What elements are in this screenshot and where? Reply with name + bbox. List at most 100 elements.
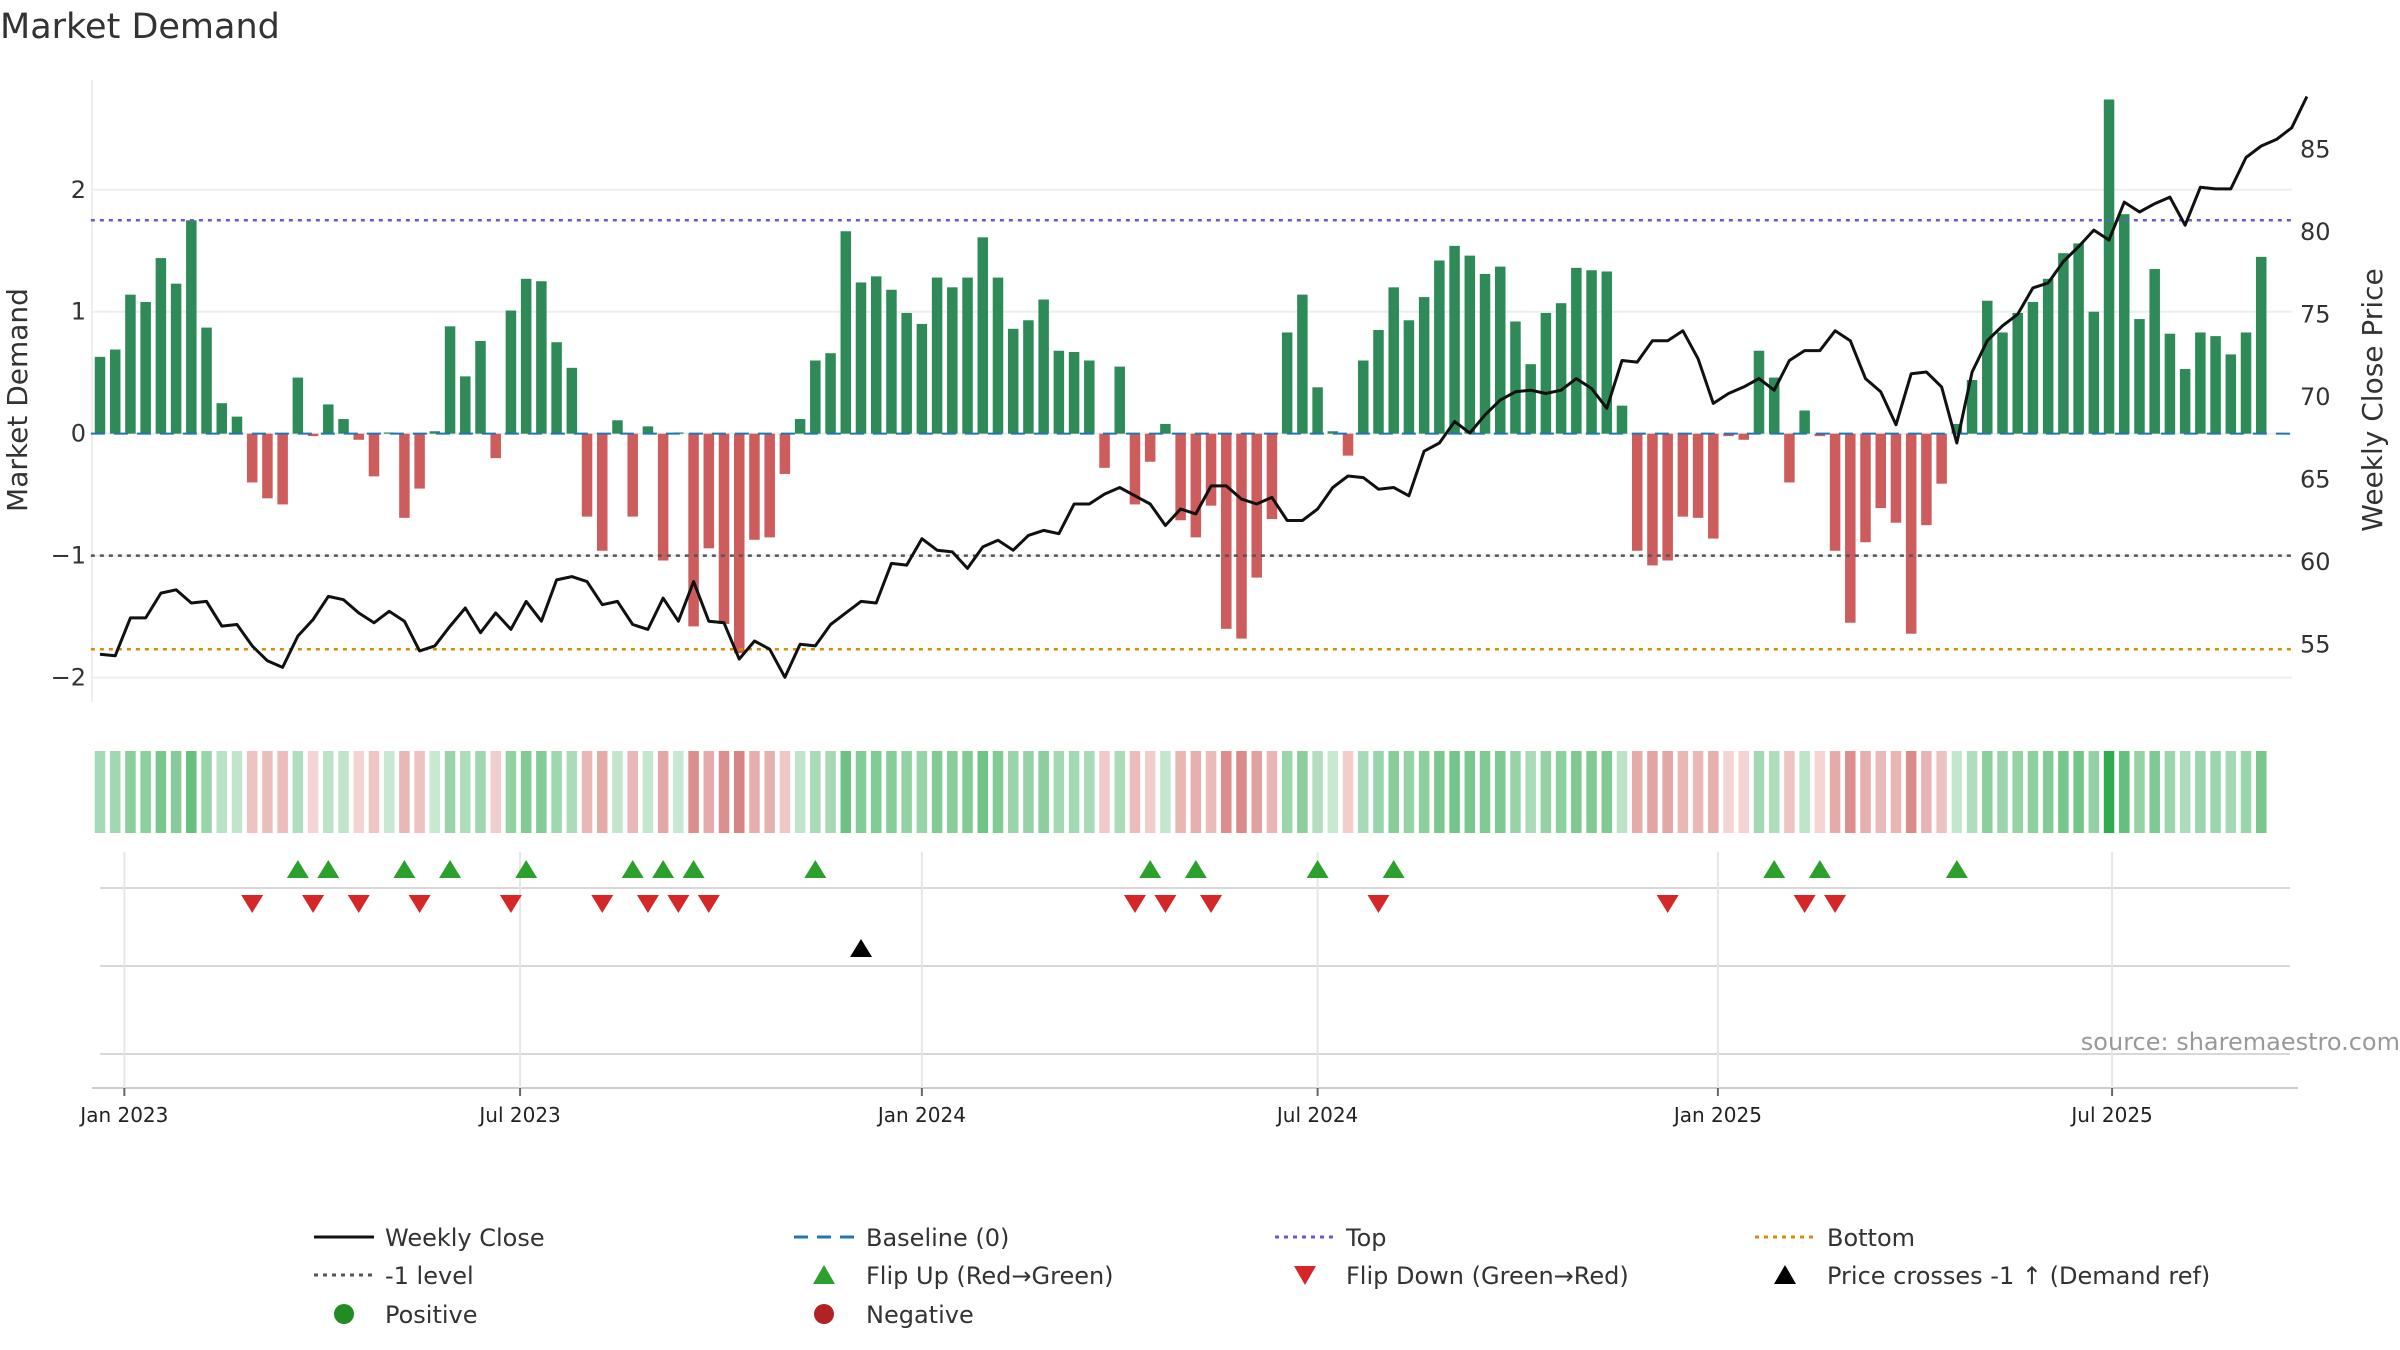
heat-cell <box>1175 751 1186 833</box>
legend-flip-down: Flip Down (Green→Red) <box>1294 1262 1629 1290</box>
heat-cell <box>1982 751 1993 833</box>
heat-cell <box>490 751 501 833</box>
demand-bar <box>444 326 456 434</box>
heat-cell <box>2195 751 2206 833</box>
demand-bar <box>262 433 273 499</box>
heat-cell <box>642 751 654 833</box>
legend-bottom: Bottom <box>1755 1224 1915 1252</box>
heat-cell <box>1875 751 1886 833</box>
demand-bar <box>246 433 258 483</box>
demand-bar <box>109 349 121 434</box>
heat-cell <box>1007 751 1019 833</box>
demand-bar <box>201 327 212 434</box>
heat-cell <box>1068 751 1080 833</box>
flip-up-marker <box>804 860 827 878</box>
heat-cell <box>870 751 882 833</box>
demand-bar <box>2088 311 2100 434</box>
demand-bar <box>1281 332 1293 434</box>
demand-bar <box>855 282 867 434</box>
heat-cell <box>1190 751 1202 833</box>
demand-bar <box>1297 294 1308 434</box>
demand-bar <box>764 433 775 538</box>
heat-cell <box>2225 751 2237 833</box>
heat-cell <box>749 751 760 833</box>
flip-down-marker <box>1824 895 1847 913</box>
demand-bar <box>1342 433 1354 456</box>
demand-bar <box>1205 433 1217 506</box>
heat-cell <box>566 751 578 833</box>
flip-down-marker <box>1123 895 1146 913</box>
left-tick-label: 2 <box>71 176 86 204</box>
flip-up-marker <box>621 860 644 878</box>
heat-cell <box>2255 751 2267 833</box>
demand-bar <box>277 433 288 505</box>
heat-cell <box>155 751 167 833</box>
demand-bar <box>1114 366 1125 434</box>
heat-cell <box>1434 751 1445 833</box>
demand-bar <box>353 433 364 440</box>
legend-flip-up-label: Flip Up (Red→Green) <box>866 1262 1114 1290</box>
demand-bar <box>612 420 623 434</box>
demand-bar <box>1327 431 1339 434</box>
demand-bar <box>1068 351 1080 434</box>
demand-bar <box>1738 433 1750 440</box>
demand-bar <box>414 433 425 489</box>
flip-up-marker <box>1763 860 1786 878</box>
flip-down-icon <box>1294 1266 1316 1285</box>
demand-bar <box>657 433 669 561</box>
flip-up-marker <box>439 860 462 878</box>
main-panel: −2 −1 0 1 2 55 60 65 70 75 80 85 Market Demand Wee… <box>1 80 2389 702</box>
chart-title: Market Demand <box>0 7 280 47</box>
heat-cell <box>277 751 288 833</box>
legend: Weekly Close Baseline (0) Top Bottom -1 … <box>314 1224 2210 1329</box>
flip-up-marker <box>393 860 416 878</box>
demand-bar <box>155 258 167 434</box>
right-tick-label: 65 <box>2300 465 2331 493</box>
legend-positive-label: Positive <box>385 1301 478 1329</box>
right-tick-label: 75 <box>2300 300 2331 328</box>
x-tick-label: Jan 2025 <box>1672 1103 1762 1127</box>
demand-bar <box>901 312 912 434</box>
x-tick-label: Jan 2023 <box>78 1103 168 1127</box>
heat-cell <box>414 751 425 833</box>
heat-cell <box>2179 751 2191 833</box>
heat-cell <box>886 751 897 833</box>
demand-bar <box>1023 320 1034 434</box>
right-tick-label: 80 <box>2300 218 2331 246</box>
heat-cell <box>1662 751 1673 833</box>
heat-cell <box>992 751 1004 833</box>
flip-down-marker <box>1200 895 1223 913</box>
heat-cell <box>1799 751 1810 833</box>
demand-bar <box>916 323 928 434</box>
heat-cell <box>1358 751 1369 833</box>
heat-cell <box>170 751 182 833</box>
heat-cell <box>231 751 243 833</box>
demand-bar <box>2134 319 2145 434</box>
demand-bar <box>551 342 562 434</box>
legend-baseline-label: Baseline (0) <box>866 1224 1009 1252</box>
demand-bar <box>1677 433 1689 517</box>
heat-cell <box>307 751 319 833</box>
demand-bar <box>688 433 699 627</box>
left-tick-label: −2 <box>51 664 86 692</box>
heat-cell <box>2240 751 2252 833</box>
right-tick-label: 60 <box>2300 548 2331 576</box>
heat-cell <box>779 751 791 833</box>
demand-bar <box>597 433 608 551</box>
heat-cell <box>1525 751 1536 833</box>
demand-bar <box>1829 433 1841 551</box>
demand-bar <box>307 433 319 437</box>
demand-bar <box>2195 332 2206 434</box>
flip-down-marker <box>1793 895 1816 913</box>
heat-cell <box>1936 751 1947 833</box>
heat-cell <box>2119 751 2130 833</box>
demand-bar <box>1571 267 1582 434</box>
heat-cell <box>1784 751 1795 833</box>
heat-cell <box>597 751 608 833</box>
legend-minus1: -1 level <box>314 1262 474 1290</box>
demand-bar <box>1449 245 1460 434</box>
heat-cell <box>1160 751 1171 833</box>
flip-up-marker <box>652 860 675 878</box>
heat-cell <box>1205 751 1217 833</box>
flip-down-marker <box>499 895 522 913</box>
